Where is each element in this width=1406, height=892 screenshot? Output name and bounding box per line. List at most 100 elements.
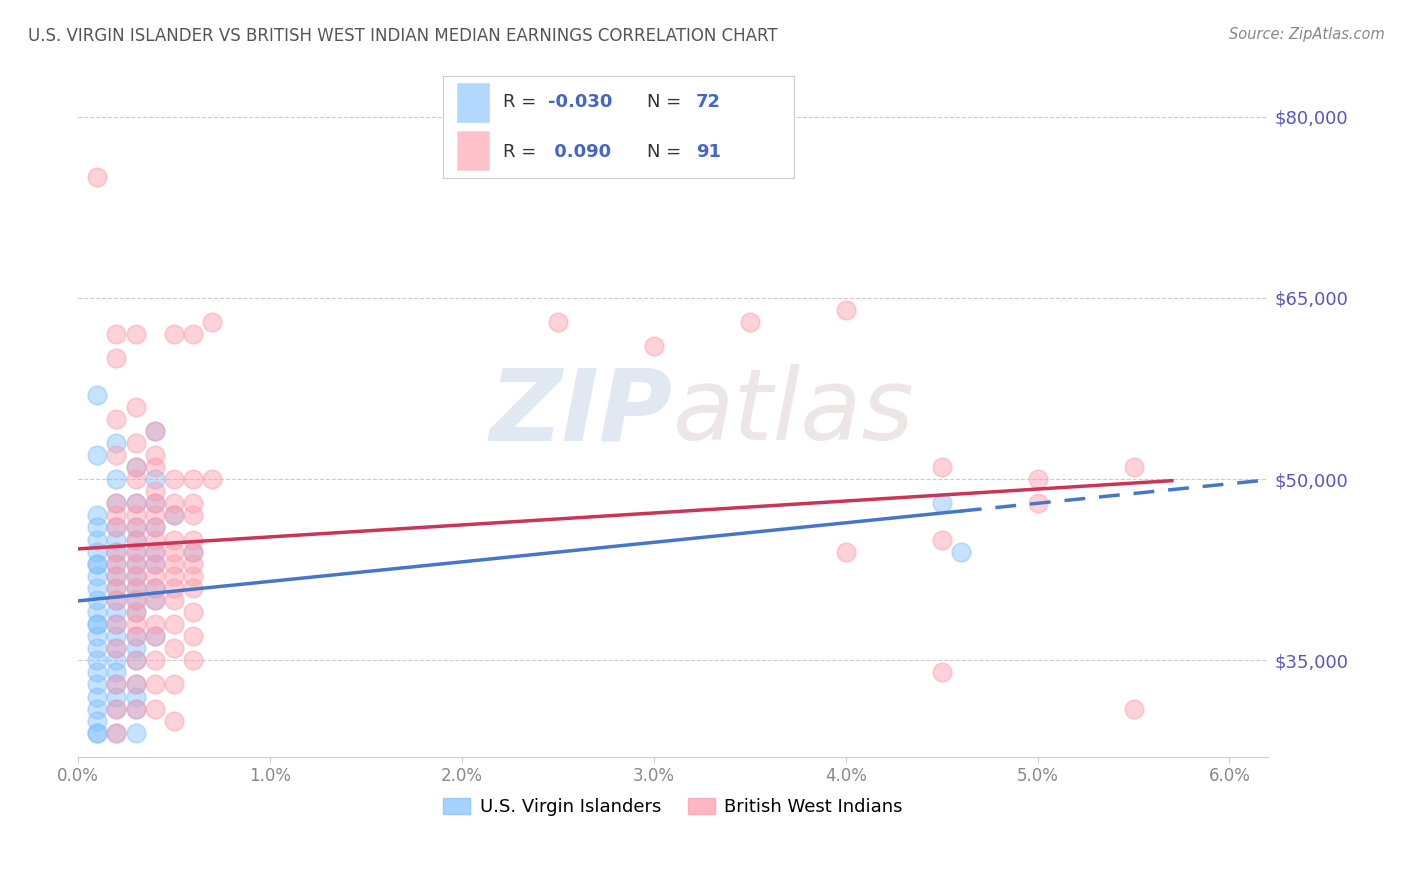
Point	[105, 617, 128, 632]
Point	[105, 581, 128, 595]
Point	[125, 641, 148, 656]
Point	[105, 593, 128, 607]
Point	[105, 544, 128, 558]
Text: ZIP: ZIP	[491, 364, 673, 461]
Point	[105, 605, 128, 619]
Point	[105, 496, 128, 510]
Point	[143, 653, 166, 667]
Point	[105, 726, 128, 740]
Point	[86, 557, 108, 571]
Text: Source: ZipAtlas.com: Source: ZipAtlas.com	[1229, 27, 1385, 42]
Point	[143, 581, 166, 595]
Point	[163, 508, 186, 523]
Text: R =: R =	[503, 143, 541, 161]
Point	[86, 714, 108, 728]
Point	[931, 665, 953, 680]
Point	[143, 629, 166, 643]
Point	[105, 690, 128, 704]
Point	[86, 544, 108, 558]
Point	[105, 653, 128, 667]
Point	[1026, 496, 1049, 510]
Point	[181, 544, 204, 558]
Point	[105, 327, 128, 342]
Point	[125, 653, 148, 667]
Point	[125, 581, 148, 595]
Point	[105, 701, 128, 715]
Point	[738, 315, 761, 329]
Legend: U.S. Virgin Islanders, British West Indians: U.S. Virgin Islanders, British West Indi…	[436, 791, 910, 823]
Point	[163, 677, 186, 691]
Point	[86, 508, 108, 523]
Point	[125, 653, 148, 667]
Point	[931, 460, 953, 475]
Point	[143, 593, 166, 607]
Point	[125, 569, 148, 583]
Point	[125, 557, 148, 571]
Point	[143, 557, 166, 571]
Point	[143, 581, 166, 595]
Point	[86, 605, 108, 619]
Point	[163, 508, 186, 523]
Point	[949, 544, 972, 558]
Point	[143, 424, 166, 438]
Point	[125, 605, 148, 619]
Point	[143, 557, 166, 571]
Point	[105, 544, 128, 558]
Text: -0.030: -0.030	[548, 94, 613, 112]
Point	[86, 641, 108, 656]
Point	[143, 448, 166, 462]
Point	[105, 520, 128, 534]
Point	[143, 533, 166, 547]
Point	[125, 533, 148, 547]
Point	[105, 557, 128, 571]
Text: atlas: atlas	[673, 364, 915, 461]
Point	[105, 641, 128, 656]
Point	[1122, 701, 1144, 715]
Point	[931, 496, 953, 510]
Point	[143, 544, 166, 558]
Point	[125, 544, 148, 558]
Point	[125, 690, 148, 704]
Point	[201, 315, 224, 329]
Point	[181, 544, 204, 558]
Point	[105, 677, 128, 691]
Point	[125, 593, 148, 607]
Point	[105, 411, 128, 425]
Point	[181, 569, 204, 583]
Point	[143, 677, 166, 691]
Point	[86, 690, 108, 704]
Point	[105, 351, 128, 366]
Point	[125, 533, 148, 547]
Point	[163, 472, 186, 486]
Point	[143, 544, 166, 558]
Point	[86, 581, 108, 595]
Point	[143, 520, 166, 534]
Point	[105, 665, 128, 680]
Point	[931, 533, 953, 547]
Point	[163, 581, 186, 595]
Point	[143, 593, 166, 607]
FancyBboxPatch shape	[457, 83, 489, 122]
Point	[105, 641, 128, 656]
FancyBboxPatch shape	[457, 131, 489, 170]
Text: 0.090: 0.090	[548, 143, 612, 161]
Point	[125, 605, 148, 619]
Point	[86, 617, 108, 632]
Point	[105, 677, 128, 691]
Point	[105, 508, 128, 523]
Point	[181, 496, 204, 510]
Point	[86, 701, 108, 715]
Point	[125, 520, 148, 534]
Point	[105, 472, 128, 486]
Point	[105, 569, 128, 583]
Text: N =: N =	[647, 94, 686, 112]
Point	[125, 436, 148, 450]
Point	[86, 726, 108, 740]
Point	[163, 327, 186, 342]
Point	[1122, 460, 1144, 475]
Point	[163, 593, 186, 607]
Point	[163, 557, 186, 571]
Point	[86, 726, 108, 740]
Point	[105, 533, 128, 547]
Point	[125, 701, 148, 715]
